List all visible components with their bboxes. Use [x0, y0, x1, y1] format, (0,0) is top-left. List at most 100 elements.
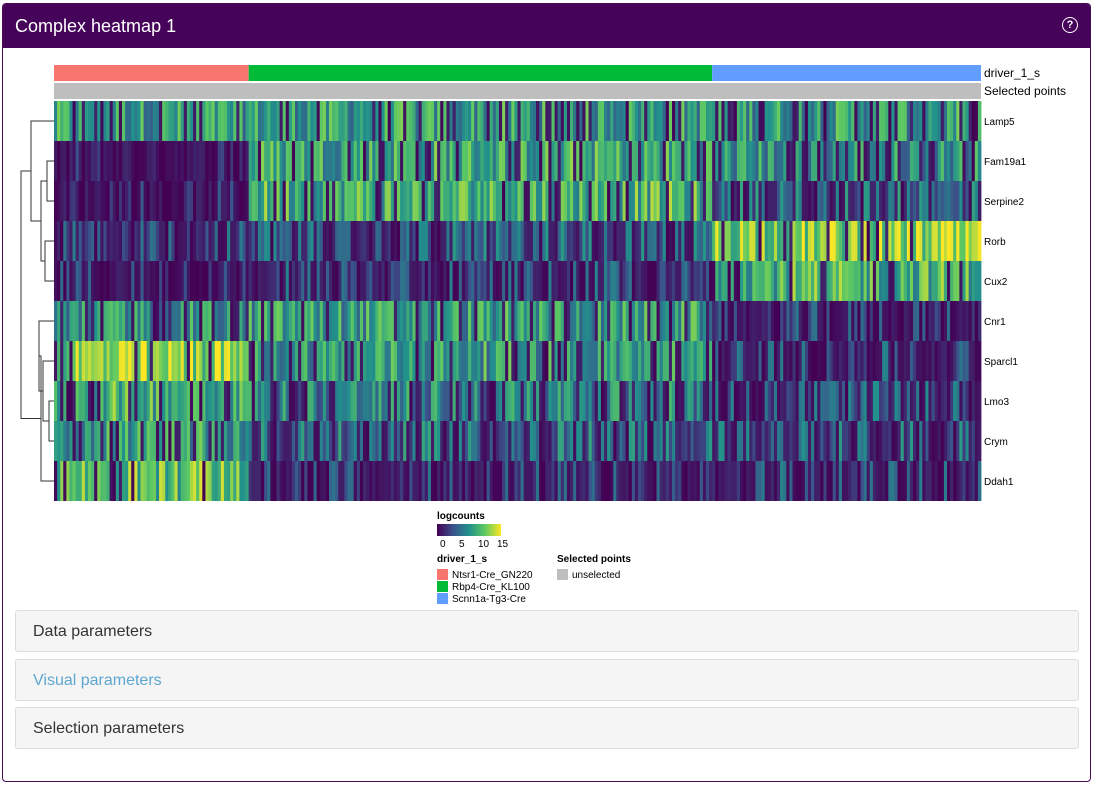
heatmap-cell: [353, 141, 358, 181]
heatmap-cell: [223, 341, 228, 381]
heatmap-cell: [155, 341, 160, 381]
annotation-segment-0-2: [712, 65, 981, 81]
heatmap-cell: [845, 341, 849, 381]
heatmap-cell: [594, 421, 599, 461]
heatmap-cell: [239, 341, 243, 381]
heatmap-cell: [430, 341, 435, 381]
heatmap-cell: [165, 221, 169, 261]
heatmap-cell: [329, 461, 333, 501]
heatmap-cell: [236, 101, 240, 141]
heatmap-cell: [78, 221, 83, 261]
complex-heatmap-plot: driver_1_s Selected points Lamp5Fam19a1S…: [20, 65, 1066, 605]
heatmap-cell: [121, 381, 126, 421]
heatmap-cell: [369, 421, 373, 461]
heatmap-cell: [724, 101, 729, 141]
heatmap-cell: [634, 261, 639, 301]
heatmap-cell: [641, 421, 645, 461]
heatmap-cell: [341, 181, 345, 221]
heatmap-cell: [325, 141, 330, 181]
heatmap-cell: [727, 221, 732, 261]
heatmap-cell: [591, 461, 596, 501]
heatmap-cell: [798, 381, 803, 421]
heatmap-cell: [894, 141, 898, 181]
heatmap-cell: [455, 141, 460, 181]
heatmap-cell: [196, 421, 200, 461]
heatmap-cell: [313, 381, 318, 421]
heatmap-cell: [390, 341, 395, 381]
heatmap-cell: [375, 141, 379, 181]
heatmap-cell: [659, 221, 664, 261]
heatmap-cell: [403, 341, 407, 381]
heatmap-cell: [622, 221, 627, 261]
heatmap-cell: [458, 181, 463, 221]
heatmap-cell: [208, 421, 212, 461]
heatmap-cell: [940, 341, 945, 381]
heatmap-cell: [638, 301, 642, 341]
heatmap-cell: [668, 381, 673, 421]
heatmap-cell: [866, 381, 871, 421]
heatmap-cell: [940, 141, 945, 181]
heatmap-cell: [514, 101, 518, 141]
heatmap-cell: [965, 141, 970, 181]
heatmap-cell: [792, 461, 796, 501]
heatmap-cell: [298, 221, 302, 261]
heatmap-cell: [879, 261, 883, 301]
heatmap-cell: [838, 421, 843, 461]
heatmap-cell: [109, 421, 114, 461]
heatmap-cell: [882, 341, 886, 381]
heatmap-cell: [205, 461, 209, 501]
heatmap-cell: [356, 181, 361, 221]
heatmap-cell: [162, 101, 166, 141]
heatmap-cell: [251, 461, 256, 501]
heatmap-cell: [770, 101, 775, 141]
heatmap-cell: [502, 461, 506, 501]
heatmap-cell: [826, 221, 830, 261]
heatmap-cell: [434, 101, 438, 141]
heatmap-cell: [922, 341, 926, 381]
heatmap-cell: [641, 221, 645, 261]
heatmap-cell: [594, 141, 599, 181]
heatmap-cell: [418, 141, 423, 181]
heatmap-cell: [502, 261, 506, 301]
heatmap-cell: [189, 341, 194, 381]
data-parameters-accordion[interactable]: Data parameters: [15, 610, 1079, 652]
heatmap-cell: [381, 221, 386, 261]
heatmap-cell: [922, 141, 926, 181]
heatmap-cell: [502, 101, 506, 141]
question-circle-icon[interactable]: ?: [1062, 17, 1078, 33]
heatmap-cell: [607, 421, 611, 461]
heatmap-cell: [628, 181, 633, 221]
heatmap-cell: [298, 421, 302, 461]
heatmap-cell: [227, 381, 231, 421]
heatmap-cell: [659, 141, 664, 181]
heatmap-cell: [335, 461, 339, 501]
heatmap-cell: [115, 461, 120, 501]
heatmap-cell: [903, 141, 908, 181]
heatmap-cell: [168, 461, 172, 501]
heatmap-cell: [641, 461, 645, 501]
heatmap-cell: [91, 301, 95, 341]
heatmap-cell: [854, 341, 858, 381]
heatmap-cell: [72, 221, 77, 261]
heatmap-cell: [563, 341, 568, 381]
heatmap-cell: [607, 461, 611, 501]
heatmap-cell: [672, 221, 676, 261]
heatmap-cell: [279, 261, 284, 301]
heatmap-cell: [505, 101, 509, 141]
selection-parameters-accordion[interactable]: Selection parameters: [15, 707, 1079, 749]
heatmap-cell: [532, 101, 537, 141]
heatmap-cell: [974, 341, 979, 381]
heatmap-cell: [171, 261, 175, 301]
heatmap-cell: [752, 141, 756, 181]
heatmap-cell: [69, 381, 73, 421]
heatmap-cell: [245, 461, 250, 501]
heatmap-cell: [897, 381, 902, 421]
heatmap-cell: [545, 101, 549, 141]
heatmap-cell: [520, 261, 525, 301]
heatmap-cell: [638, 261, 642, 301]
heatmap-cell: [245, 181, 250, 221]
visual-parameters-accordion[interactable]: Visual parameters: [15, 659, 1079, 701]
heatmap-cell: [746, 421, 750, 461]
heatmap-cell: [891, 141, 895, 181]
heatmap-cell: [168, 341, 172, 381]
